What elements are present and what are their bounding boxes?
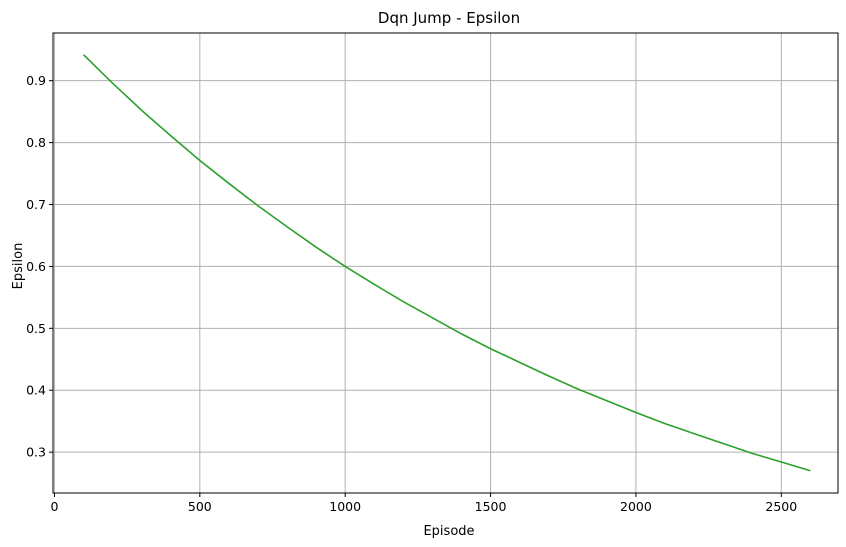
y-axis-ticks: 0.3 0.4 0.5 0.6 0.7 0.8 0.9 bbox=[26, 73, 53, 460]
y-tick-label: 0.9 bbox=[26, 73, 46, 88]
series-layer bbox=[82, 54, 811, 472]
chart-title: Dqn Jump - Epsilon bbox=[378, 9, 520, 27]
x-tick-label: 2500 bbox=[765, 499, 797, 514]
x-tick-label: 1000 bbox=[329, 499, 361, 514]
y-axis-label: Epsilon bbox=[11, 243, 26, 290]
x-axis-label: Episode bbox=[423, 524, 474, 539]
epsilon-series-line bbox=[82, 54, 811, 472]
x-axis-ticks: 0 500 1000 1500 2000 2500 bbox=[50, 493, 797, 514]
y-tick-label: 0.7 bbox=[26, 197, 46, 212]
y-tick-label: 0.5 bbox=[26, 321, 46, 336]
y-tick-label: 0.8 bbox=[26, 135, 46, 150]
y-tick-label: 0.4 bbox=[26, 383, 46, 398]
y-tick-label: 0.3 bbox=[26, 445, 46, 460]
plot-area-frame bbox=[52, 32, 839, 494]
x-tick-label: 2000 bbox=[620, 499, 652, 514]
x-tick-label: 0 bbox=[50, 499, 58, 514]
y-tick-label: 0.6 bbox=[26, 259, 46, 274]
grid-lines bbox=[53, 33, 838, 493]
x-tick-label: 500 bbox=[188, 499, 212, 514]
x-tick-label: 1500 bbox=[475, 499, 507, 514]
